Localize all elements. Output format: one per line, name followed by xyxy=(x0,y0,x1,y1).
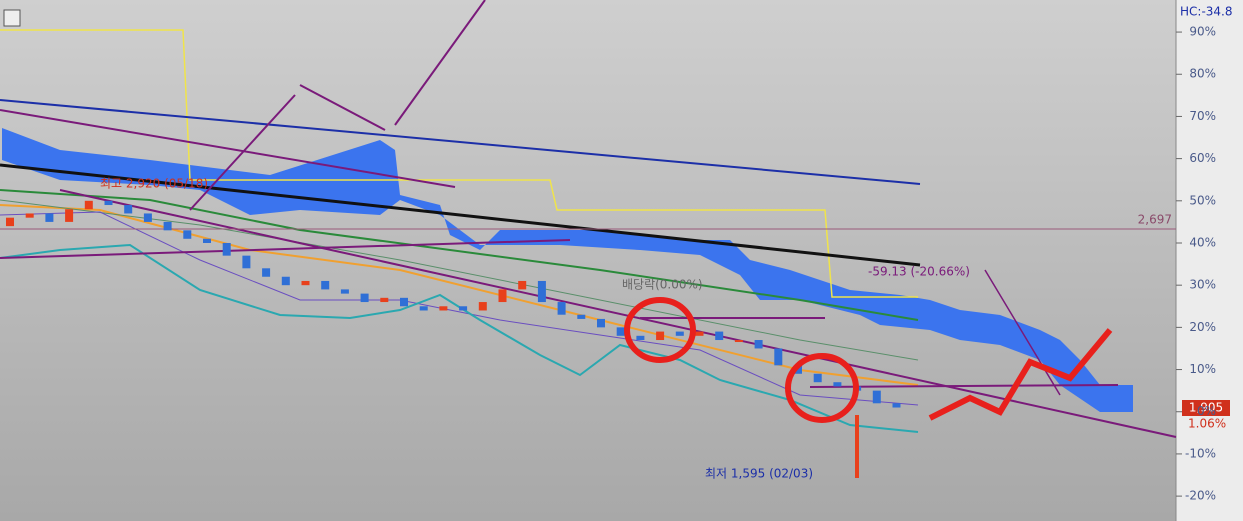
candle xyxy=(340,289,349,294)
candle xyxy=(892,403,901,408)
candle xyxy=(281,276,290,286)
candle xyxy=(813,373,822,383)
change-label: -59.13 (-20.66%) xyxy=(868,265,970,279)
y-tick-label: 0% xyxy=(1197,404,1216,418)
high-label: 최고 2,920 (05/18) xyxy=(100,177,208,191)
candle xyxy=(439,306,448,311)
candle xyxy=(498,289,507,303)
candle xyxy=(104,200,113,206)
y-tick-label: 80% xyxy=(1189,67,1216,81)
candle xyxy=(715,331,724,341)
ex-dividend-label: 배당락(0.00%) xyxy=(622,278,703,292)
y-tick-label: -10% xyxy=(1185,446,1216,460)
candle xyxy=(656,331,665,341)
candle xyxy=(262,268,271,277)
menu-icon[interactable] xyxy=(3,9,21,27)
candle xyxy=(321,280,330,290)
candle xyxy=(45,213,54,222)
y-tick-label: 10% xyxy=(1189,362,1216,376)
price-box xyxy=(1182,400,1230,416)
candle xyxy=(518,280,527,290)
y-tick-label: 60% xyxy=(1189,151,1216,165)
candle xyxy=(400,297,408,307)
candle xyxy=(734,340,743,343)
candle xyxy=(754,340,763,349)
candle xyxy=(143,213,152,222)
candle xyxy=(163,221,172,231)
candle xyxy=(203,238,211,243)
candle xyxy=(695,331,704,336)
candle xyxy=(360,293,369,303)
candle xyxy=(675,331,684,336)
indicator-lines xyxy=(0,0,1177,478)
ichimoku-cloud xyxy=(2,128,1133,412)
candle xyxy=(301,280,310,286)
candle xyxy=(419,306,428,311)
candle xyxy=(183,230,192,239)
y-tick-label: 50% xyxy=(1189,193,1216,207)
candle xyxy=(557,302,566,315)
y-tick-label: 20% xyxy=(1189,320,1216,334)
candle xyxy=(6,217,14,227)
candle xyxy=(459,306,468,311)
candle xyxy=(597,318,605,328)
low-label: 최저 1,595 (02/03) xyxy=(705,467,813,481)
candle xyxy=(577,314,586,319)
candle xyxy=(537,280,546,303)
candle xyxy=(833,382,842,387)
candle xyxy=(242,255,251,269)
annotations xyxy=(624,297,1113,423)
y-tick-label: 40% xyxy=(1189,235,1216,249)
y-tick-label: -20% xyxy=(1185,489,1216,503)
candle xyxy=(84,200,93,210)
axis-panel xyxy=(1176,0,1243,521)
candle xyxy=(65,209,74,222)
plot-background xyxy=(0,0,1176,521)
candle xyxy=(774,348,783,366)
candle xyxy=(636,335,645,341)
current-change: 1.06% xyxy=(1188,417,1226,431)
y-tick-label: 90% xyxy=(1189,25,1216,39)
candle xyxy=(380,297,389,303)
candle xyxy=(124,205,133,214)
current-price: 1,905 xyxy=(1189,401,1223,415)
price-line-label: 2,697 xyxy=(1138,213,1172,227)
candle xyxy=(478,302,487,311)
candle xyxy=(616,327,625,336)
candle xyxy=(872,390,881,404)
y-tick-label: 30% xyxy=(1189,278,1216,292)
candle xyxy=(25,213,34,218)
candle xyxy=(222,242,231,256)
corner-label: HC:-34.8 xyxy=(1180,5,1233,19)
y-tick-label: 70% xyxy=(1189,109,1216,123)
